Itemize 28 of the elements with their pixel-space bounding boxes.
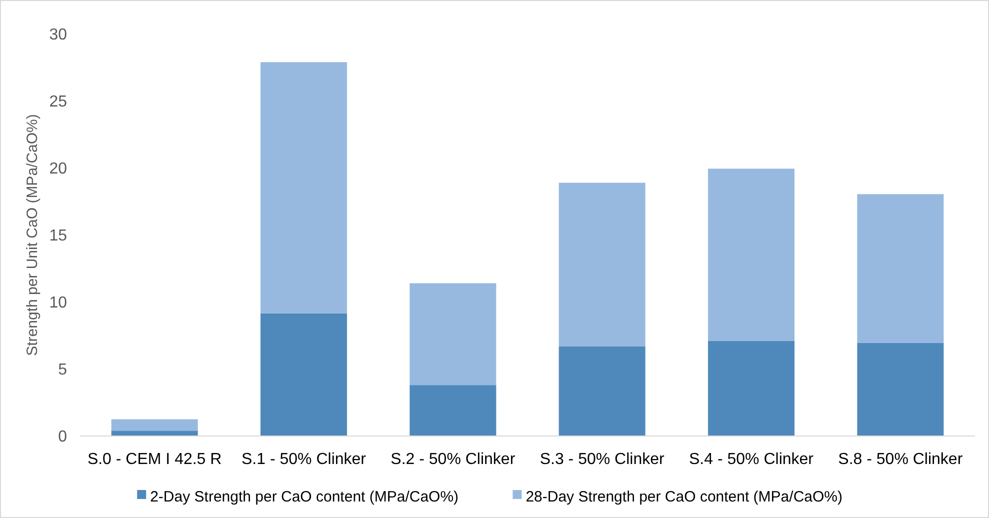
y-tick-label: 25 xyxy=(49,94,68,111)
y-tick-label: 15 xyxy=(49,228,68,245)
bar xyxy=(558,346,646,436)
y-tick-label: 0 xyxy=(58,428,68,446)
x-tick-label: S.0 - CEM I 42.5 R xyxy=(87,451,222,468)
x-tick-label: S.4 - 50% Clinker xyxy=(689,451,814,468)
bar xyxy=(708,340,795,436)
y-tick-label: 10 xyxy=(49,294,68,312)
x-tick-label: S.2 - 50% Clinker xyxy=(390,451,516,468)
x-tick-label: S.1 - 50% Clinker xyxy=(242,451,367,468)
bar xyxy=(857,194,944,343)
bar xyxy=(708,168,795,341)
x-tick-label: S.8 - 50% Clinker xyxy=(838,451,964,468)
bar xyxy=(111,430,198,436)
bar xyxy=(260,313,348,436)
y-axis-title: Strength per Unit CaO (MPa/CaO%) xyxy=(24,114,41,356)
bar xyxy=(410,385,496,436)
bar xyxy=(410,283,496,386)
bar xyxy=(558,182,646,346)
bar xyxy=(857,342,944,436)
legend-label: 2-Day Strength per CaO content (MPa/CaO%) xyxy=(150,488,459,506)
y-tick-label: 20 xyxy=(49,160,68,178)
y-tick-label: 30 xyxy=(49,26,68,44)
legend-label: 28-Day Strength per CaO content (MPa/CaO%) xyxy=(526,488,843,506)
x-tick-label: S.3 - 50% Clinker xyxy=(540,451,665,468)
bar xyxy=(260,62,348,314)
y-tick-label: 5 xyxy=(58,362,68,379)
bar xyxy=(111,419,198,431)
